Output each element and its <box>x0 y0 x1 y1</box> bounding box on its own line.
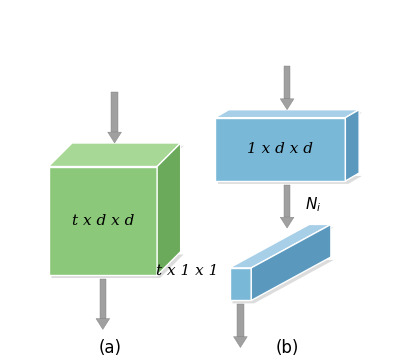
Polygon shape <box>251 224 331 300</box>
Text: t x d x d: t x d x d <box>72 214 134 228</box>
Polygon shape <box>284 66 290 99</box>
Polygon shape <box>218 113 362 184</box>
Text: (a): (a) <box>98 338 122 357</box>
Text: t x 1 x 1: t x 1 x 1 <box>156 264 219 278</box>
Polygon shape <box>100 279 106 319</box>
Polygon shape <box>229 224 331 268</box>
Text: (b): (b) <box>275 338 299 357</box>
Polygon shape <box>108 132 122 143</box>
Polygon shape <box>157 143 180 275</box>
Polygon shape <box>237 304 243 337</box>
Polygon shape <box>49 167 157 275</box>
Polygon shape <box>229 268 251 300</box>
Text: 1 x d x d: 1 x d x d <box>247 142 313 156</box>
Polygon shape <box>111 92 118 132</box>
Polygon shape <box>345 110 359 181</box>
Polygon shape <box>52 146 184 278</box>
Text: $N_i$: $N_i$ <box>305 195 321 214</box>
Polygon shape <box>284 185 290 217</box>
Polygon shape <box>215 110 359 118</box>
Polygon shape <box>280 99 294 110</box>
Polygon shape <box>96 319 110 329</box>
Polygon shape <box>234 337 247 348</box>
Polygon shape <box>232 227 334 303</box>
Polygon shape <box>215 118 345 181</box>
Polygon shape <box>49 143 180 167</box>
Polygon shape <box>280 217 294 228</box>
